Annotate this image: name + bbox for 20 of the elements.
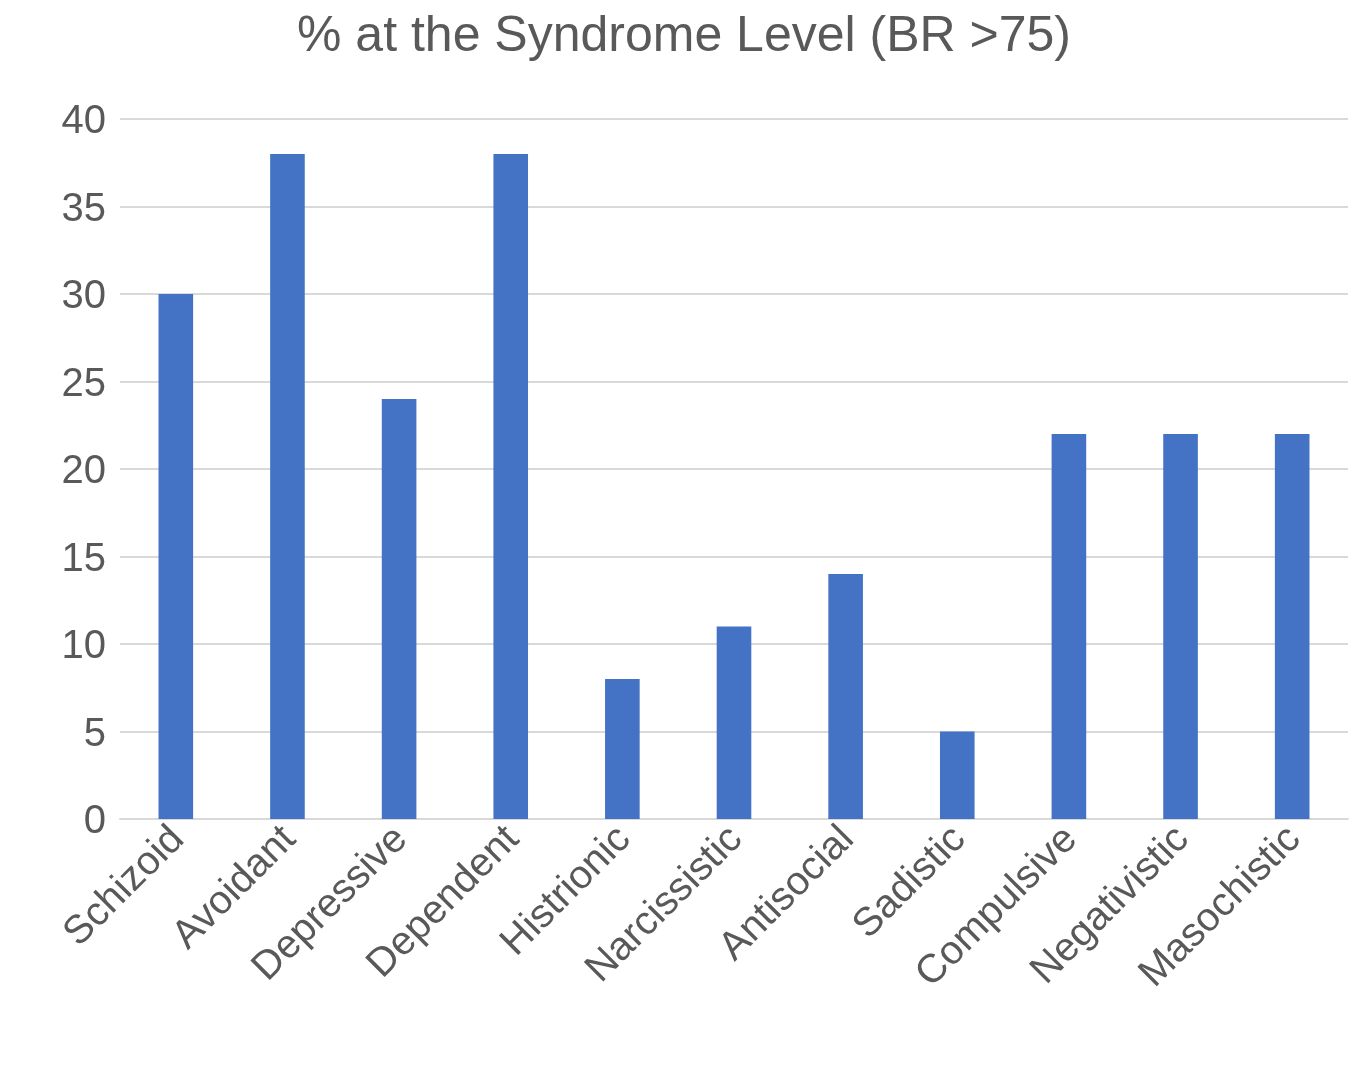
bar	[605, 679, 640, 819]
bar	[493, 154, 529, 819]
bar	[270, 154, 305, 819]
bar	[939, 731, 975, 819]
y-tick-label: 40	[61, 97, 106, 141]
bar	[716, 626, 752, 819]
y-tick-label: 15	[61, 534, 106, 579]
chart-title: % at the Syndrome Level (BR >75)	[297, 6, 1071, 62]
bar	[1163, 434, 1198, 819]
bar	[828, 574, 863, 819]
bar	[381, 399, 417, 819]
bar	[1274, 434, 1310, 819]
y-tick-label: 25	[61, 359, 106, 404]
y-tick-label: 30	[61, 272, 106, 316]
y-tick-label: 10	[61, 622, 106, 666]
y-tick-label: 20	[61, 447, 106, 491]
y-tick-label: 5	[83, 709, 106, 754]
bar	[158, 294, 194, 819]
y-tick-label: 35	[61, 184, 106, 229]
bar	[1051, 434, 1087, 819]
